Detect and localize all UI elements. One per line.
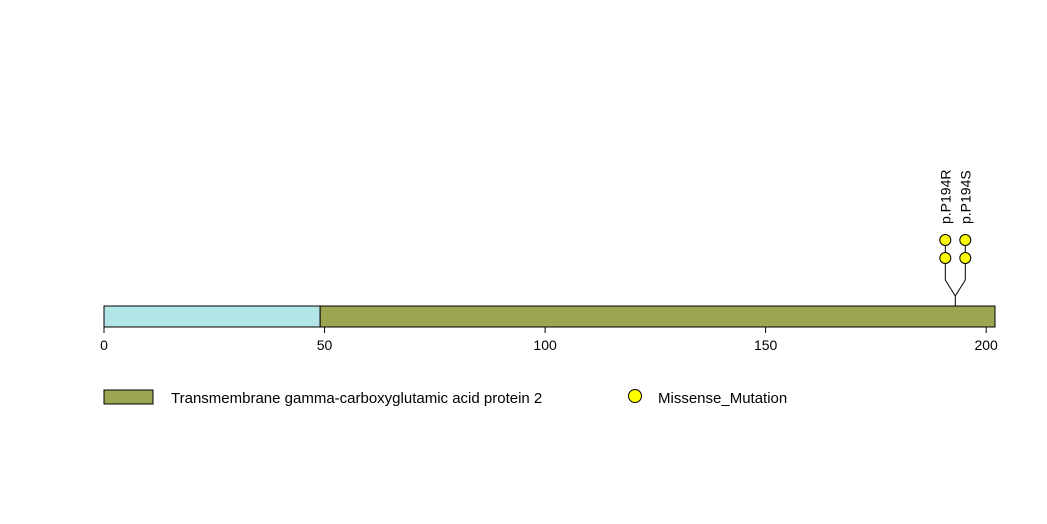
legend-label-domain: Transmembrane gamma-carboxyglutamic acid… (171, 390, 542, 407)
axis-tick-label: 200 (974, 337, 998, 353)
mutation-point (939, 252, 952, 264)
legend: Transmembrane gamma-carboxyglutamic acid… (103, 389, 787, 407)
protein-region-0 (103, 305, 321, 328)
mutation-point (959, 252, 972, 264)
axis-tick-label: 0 (100, 337, 108, 353)
mutation-label: p.P194R (937, 170, 953, 224)
mutation-label: p.P194S (957, 170, 973, 224)
legend-swatch-domain (103, 389, 154, 405)
axis-tick-label: 150 (754, 337, 778, 353)
legend-swatch-missense (628, 389, 642, 403)
mutation-branch (954, 279, 966, 297)
legend-label-missense: Missense_Mutation (658, 390, 787, 407)
mutation-branch (944, 279, 956, 297)
mutation-layer: p.P194R p.P194S (937, 170, 973, 327)
x-axis: 0 50 100 150 200 (100, 327, 998, 353)
protein-track (103, 305, 996, 328)
axis-tick-label: 100 (533, 337, 557, 353)
axis-tick-label: 50 (317, 337, 333, 353)
protein-region-1 (319, 305, 996, 328)
mutation-point (959, 234, 972, 246)
mutation-point (939, 234, 952, 246)
